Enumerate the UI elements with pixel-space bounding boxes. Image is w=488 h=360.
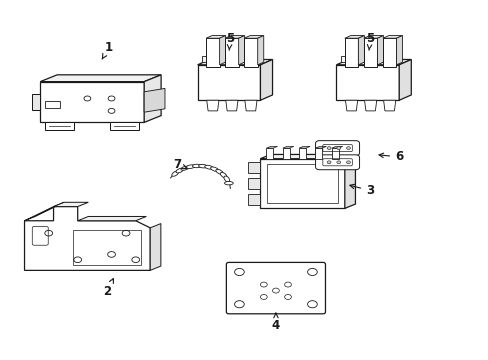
FancyBboxPatch shape <box>315 141 359 156</box>
Polygon shape <box>238 36 244 65</box>
Polygon shape <box>244 100 257 111</box>
Polygon shape <box>247 162 260 173</box>
Polygon shape <box>202 56 255 62</box>
Polygon shape <box>299 147 309 148</box>
Ellipse shape <box>186 165 195 168</box>
Polygon shape <box>24 207 150 270</box>
Polygon shape <box>144 75 161 122</box>
Polygon shape <box>110 122 139 130</box>
Circle shape <box>346 161 350 164</box>
Circle shape <box>336 161 340 164</box>
Ellipse shape <box>210 167 218 171</box>
Circle shape <box>346 147 350 149</box>
Ellipse shape <box>224 181 233 185</box>
Polygon shape <box>224 38 238 67</box>
Ellipse shape <box>181 166 189 170</box>
Polygon shape <box>247 178 260 189</box>
Polygon shape <box>225 100 238 111</box>
Circle shape <box>326 161 330 164</box>
Polygon shape <box>344 154 355 208</box>
Text: 3: 3 <box>349 184 373 197</box>
Circle shape <box>336 147 340 149</box>
Polygon shape <box>331 148 338 159</box>
Polygon shape <box>197 65 260 100</box>
Polygon shape <box>78 216 146 221</box>
Text: 5: 5 <box>225 32 234 50</box>
Polygon shape <box>344 36 364 38</box>
Ellipse shape <box>204 165 213 169</box>
Polygon shape <box>260 59 272 100</box>
Circle shape <box>326 147 330 149</box>
Polygon shape <box>396 36 402 65</box>
Polygon shape <box>205 38 219 67</box>
Polygon shape <box>282 148 289 159</box>
Polygon shape <box>341 56 393 62</box>
Polygon shape <box>363 36 383 38</box>
Polygon shape <box>345 100 357 111</box>
Polygon shape <box>382 38 396 67</box>
Polygon shape <box>260 159 344 208</box>
Ellipse shape <box>176 168 183 173</box>
Polygon shape <box>224 36 244 38</box>
Polygon shape <box>363 38 377 67</box>
Polygon shape <box>377 36 383 65</box>
Polygon shape <box>257 36 263 65</box>
Polygon shape <box>144 89 164 112</box>
Polygon shape <box>205 36 225 38</box>
Polygon shape <box>45 122 74 130</box>
Polygon shape <box>260 154 355 159</box>
Ellipse shape <box>171 171 178 176</box>
Polygon shape <box>197 59 272 65</box>
Text: 2: 2 <box>102 279 113 298</box>
Polygon shape <box>53 202 88 207</box>
Polygon shape <box>382 36 402 38</box>
Polygon shape <box>315 148 322 159</box>
Text: 4: 4 <box>271 313 280 332</box>
Polygon shape <box>315 147 326 148</box>
FancyBboxPatch shape <box>315 155 359 170</box>
Ellipse shape <box>198 165 207 168</box>
Polygon shape <box>247 194 260 205</box>
Polygon shape <box>364 100 376 111</box>
Polygon shape <box>344 38 358 67</box>
Polygon shape <box>219 36 225 65</box>
Ellipse shape <box>224 176 229 182</box>
Polygon shape <box>398 59 410 100</box>
Text: 7: 7 <box>172 158 186 171</box>
Polygon shape <box>358 36 364 65</box>
Polygon shape <box>336 59 410 65</box>
Polygon shape <box>24 202 64 221</box>
Ellipse shape <box>215 169 223 174</box>
Polygon shape <box>150 224 161 270</box>
Polygon shape <box>206 100 219 111</box>
Polygon shape <box>299 148 305 159</box>
Polygon shape <box>266 148 273 159</box>
Polygon shape <box>40 75 161 82</box>
Ellipse shape <box>192 164 201 168</box>
Polygon shape <box>244 36 263 38</box>
Polygon shape <box>32 94 40 110</box>
Polygon shape <box>336 65 398 100</box>
Ellipse shape <box>220 172 226 178</box>
Text: 1: 1 <box>102 41 113 59</box>
FancyBboxPatch shape <box>226 262 325 314</box>
Polygon shape <box>40 82 144 122</box>
Polygon shape <box>331 147 342 148</box>
Text: 6: 6 <box>378 150 403 163</box>
Polygon shape <box>266 147 277 148</box>
Polygon shape <box>282 147 293 148</box>
Polygon shape <box>383 100 395 111</box>
Polygon shape <box>244 38 257 67</box>
Text: 5: 5 <box>366 32 373 50</box>
